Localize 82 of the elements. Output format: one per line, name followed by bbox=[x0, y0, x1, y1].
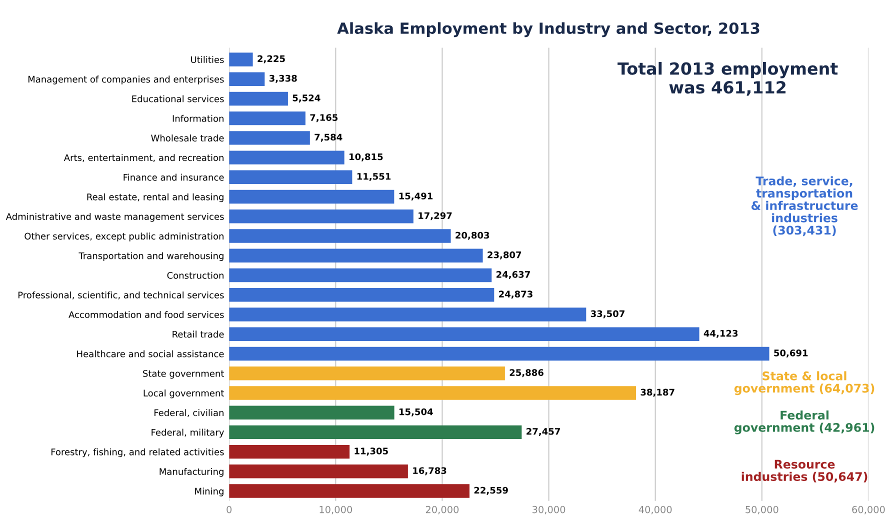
data-label: 7,584 bbox=[314, 134, 342, 142]
bar bbox=[229, 308, 586, 322]
x-tick-label: 50,000 bbox=[746, 506, 778, 514]
bar bbox=[229, 327, 700, 341]
bar bbox=[229, 248, 483, 263]
data-label: 24,637 bbox=[496, 271, 530, 280]
y-tick-label: Administrative and waste management services bbox=[6, 212, 224, 222]
text: State & local government (64,073) bbox=[734, 371, 874, 396]
bar bbox=[229, 346, 770, 361]
y-tick-label: Mining bbox=[195, 488, 224, 496]
bar bbox=[229, 366, 505, 380]
data-label: 24,873 bbox=[499, 290, 532, 299]
data-label: 23,807 bbox=[488, 251, 522, 260]
text: Trade, service, transportation & infrastructure industries (303,431) bbox=[751, 176, 858, 236]
y-tick-label: Healthcare and social assistance bbox=[77, 350, 224, 358]
bar bbox=[229, 386, 636, 400]
data-label: 33,507 bbox=[590, 310, 624, 318]
bar bbox=[229, 406, 394, 420]
x-tick-label: 60,000 bbox=[852, 506, 885, 514]
text: Federal government (42,961) bbox=[734, 410, 874, 434]
y-tick-label: Management of companies and enterprises bbox=[28, 76, 224, 84]
bar bbox=[229, 464, 408, 478]
y-tick-label: Construction bbox=[167, 272, 224, 279]
data-label: 25,886 bbox=[510, 369, 544, 378]
y-tick-label: Utilities bbox=[191, 56, 224, 64]
y-tick-label: Educational services bbox=[132, 95, 224, 102]
data-label: 50,691 bbox=[774, 350, 808, 358]
data-label: 7,165 bbox=[310, 114, 338, 122]
bar bbox=[229, 150, 344, 164]
data-label: 38,187 bbox=[640, 388, 674, 397]
x-tick-label: 0 bbox=[226, 506, 232, 514]
bar bbox=[229, 92, 288, 106]
y-tick-label: Wholesale trade bbox=[151, 134, 224, 142]
bar bbox=[229, 170, 352, 184]
data-label: 10,815 bbox=[350, 153, 383, 162]
data-label: 20,803 bbox=[456, 232, 490, 240]
y-tick-label: Local government bbox=[144, 390, 224, 398]
y-tick-label: Federal, military bbox=[152, 428, 224, 438]
data-label: 3,338 bbox=[269, 74, 297, 83]
y-tick-label: Transportation and warehousing bbox=[78, 252, 224, 261]
data-label: 44,123 bbox=[704, 330, 738, 338]
bar bbox=[229, 268, 492, 282]
data-label: 11,305 bbox=[354, 448, 388, 456]
x-tick-label: 30,000 bbox=[532, 506, 566, 514]
bar bbox=[229, 288, 494, 302]
data-label: 5,524 bbox=[292, 94, 320, 102]
bar bbox=[229, 52, 253, 66]
bar bbox=[229, 72, 265, 86]
data-label: 15,504 bbox=[400, 408, 433, 416]
bar bbox=[229, 444, 350, 459]
data-label: 27,457 bbox=[526, 428, 560, 436]
y-tick-label: Other services, except public administration bbox=[24, 232, 224, 242]
y-tick-label: Manufacturing bbox=[160, 468, 224, 477]
y-tick-label: Information bbox=[172, 114, 224, 122]
data-label: 2,225 bbox=[258, 55, 285, 64]
bar bbox=[229, 210, 414, 224]
y-tick-label: Professional, scientific, and technical services bbox=[18, 291, 224, 300]
y-tick-label: Forestry, fishing, and related activities bbox=[51, 448, 224, 458]
y-tick-label: Finance and insurance bbox=[124, 174, 224, 181]
bar bbox=[229, 190, 394, 204]
bar bbox=[229, 425, 522, 440]
y-tick-label: Accommodation and food services bbox=[68, 311, 224, 318]
y-tick-label: Retail trade bbox=[172, 330, 224, 338]
y-tick-label: Federal, civilian bbox=[154, 409, 224, 418]
x-tick-label: 10,000 bbox=[320, 506, 352, 514]
y-tick-label: Real estate, rental and leasing bbox=[87, 193, 224, 202]
data-label: 16,783 bbox=[413, 467, 446, 476]
bar bbox=[229, 484, 470, 498]
data-label: 22,559 bbox=[474, 486, 508, 495]
data-label: 11,551 bbox=[357, 173, 391, 181]
text: Resource industries (50,647) bbox=[742, 460, 868, 483]
y-tick-label: State government bbox=[143, 370, 224, 379]
data-label: 17,297 bbox=[418, 212, 452, 220]
bar bbox=[229, 131, 310, 145]
data-label: 15,491 bbox=[399, 192, 433, 201]
y-tick-label: Arts, entertainment, and recreation bbox=[64, 154, 224, 162]
annotation: Total 2013 employment was 461,112 bbox=[618, 62, 838, 96]
bar bbox=[229, 229, 451, 243]
x-tick-label: 40,000 bbox=[638, 506, 672, 514]
bar bbox=[229, 111, 306, 126]
x-tick-label: 20,000 bbox=[426, 506, 459, 514]
chart-title: Alaska Employment by Industry and Sector, 2013 bbox=[337, 22, 760, 38]
